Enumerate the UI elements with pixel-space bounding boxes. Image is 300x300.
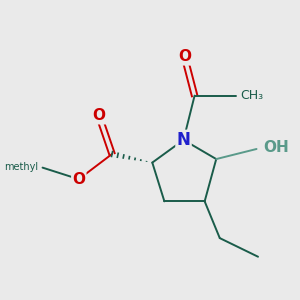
Text: O: O [72,172,85,187]
Text: methyl: methyl [4,162,38,172]
Text: O: O [178,50,191,64]
Text: CH₃: CH₃ [240,89,263,102]
Text: N: N [177,131,190,149]
Text: OH: OH [263,140,289,155]
Text: O: O [92,108,105,123]
